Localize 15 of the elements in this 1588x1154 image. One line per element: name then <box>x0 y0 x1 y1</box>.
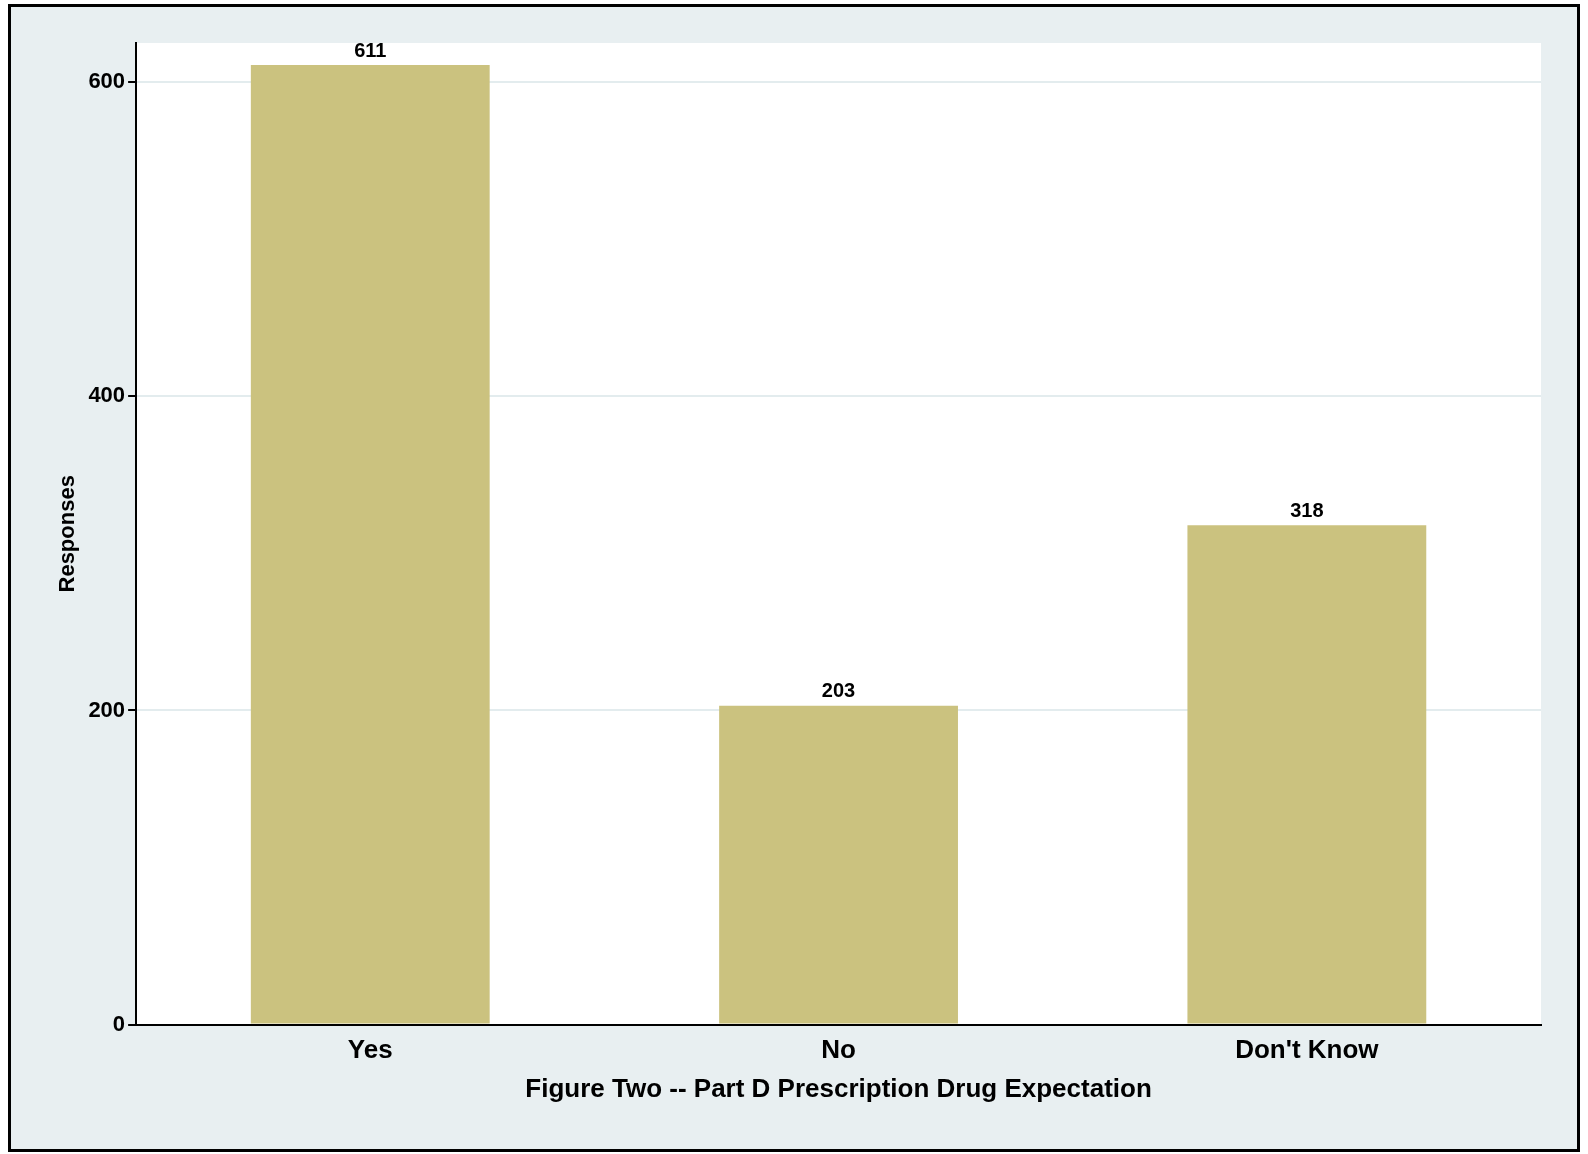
y-tick-label: 400 <box>88 382 126 408</box>
bar <box>719 705 958 1024</box>
y-axis-title: Responses <box>54 475 80 593</box>
y-tick-label: 0 <box>112 1010 126 1036</box>
bar <box>1187 525 1427 1024</box>
data-label: 203 <box>821 679 856 702</box>
data-label: 318 <box>1290 498 1324 521</box>
y-tick-label: 200 <box>88 696 126 722</box>
x-tick-label: Don't Know <box>1235 1034 1380 1065</box>
y-tick-label: 600 <box>88 68 126 94</box>
x-tick-label: Yes <box>347 1034 393 1065</box>
x-tick-label: No <box>821 1034 856 1065</box>
bar <box>250 64 490 1024</box>
x-axis-title: Figure Two -- Part D Prescription Drug Expectation <box>525 1072 1152 1103</box>
data-label: 611 <box>354 38 387 61</box>
